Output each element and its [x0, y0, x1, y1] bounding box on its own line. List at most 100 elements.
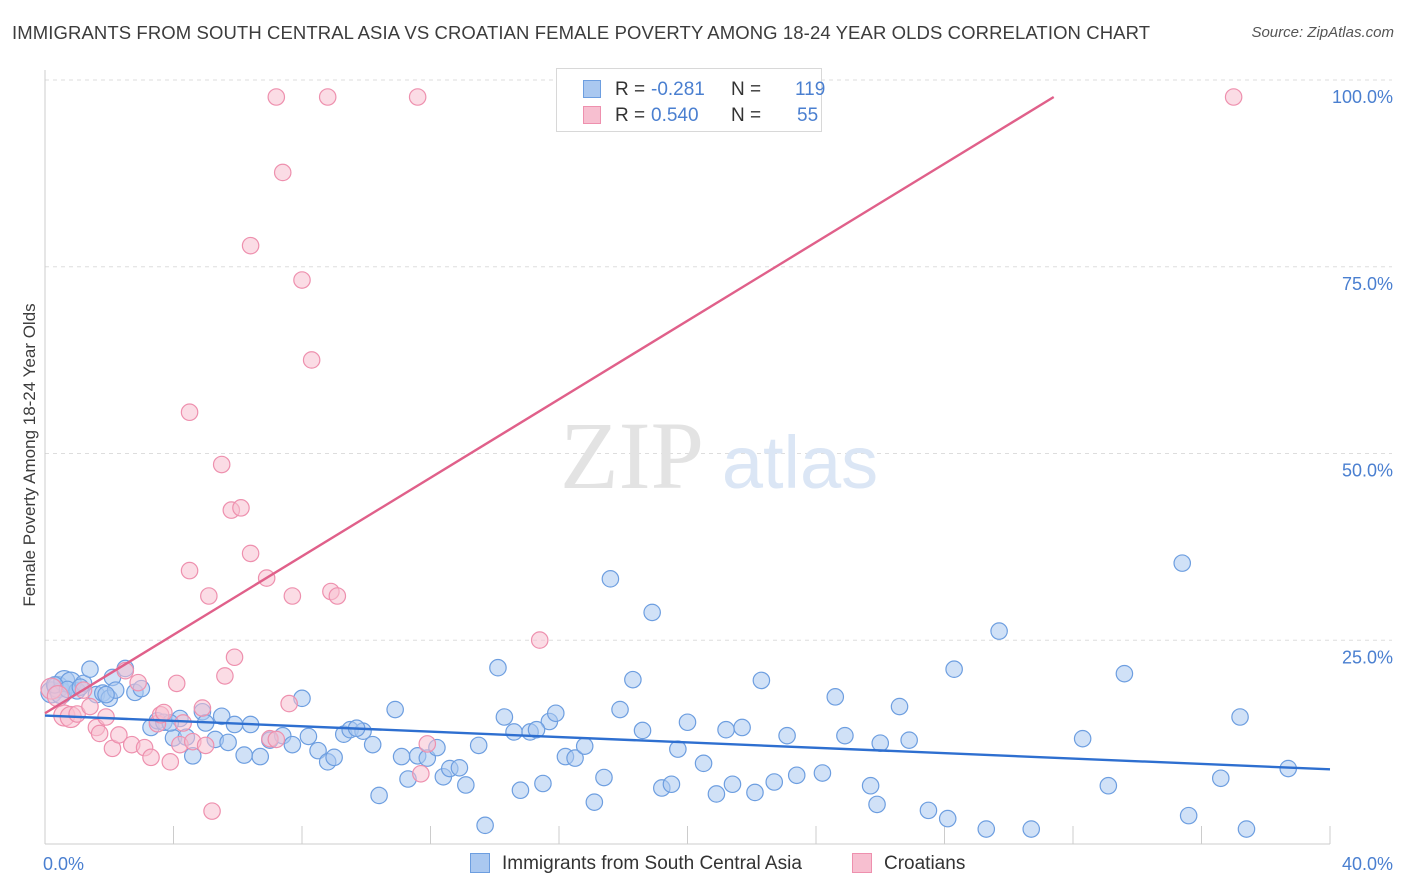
data-point [280, 694, 298, 713]
data-point [457, 776, 475, 794]
data-point [180, 561, 199, 580]
data-point [1073, 729, 1092, 748]
series-immigrants-points [40, 554, 1298, 838]
y-tick-label: 50.0% [1342, 461, 1393, 481]
data-point [505, 723, 523, 741]
bottom-legend-label: Immigrants from South Central Asia [502, 853, 802, 874]
data-point [318, 88, 337, 106]
data-point [241, 236, 260, 255]
data-point [990, 622, 1008, 640]
data-point [765, 773, 784, 791]
data-point [129, 673, 147, 692]
y-axis-label: Female Poverty Among 18-24 Year Olds [20, 303, 39, 606]
data-point [193, 699, 212, 717]
data-point [694, 754, 713, 773]
data-point [489, 658, 507, 677]
data-point [241, 544, 260, 563]
data-point [707, 785, 726, 803]
data-point [251, 747, 270, 766]
data-point [1231, 708, 1249, 726]
data-point [142, 748, 160, 767]
data-point [1115, 664, 1134, 683]
series-croatians-points [40, 88, 1243, 820]
trend-lines [44, 95, 1331, 771]
data-point [1237, 820, 1256, 838]
grid-lines [45, 79, 1392, 641]
data-point [733, 718, 751, 737]
watermark: ZIP atlas [560, 402, 878, 509]
data-point [945, 660, 963, 679]
data-point [328, 587, 347, 605]
data-point [900, 731, 918, 749]
legend-n-value: 55 [797, 105, 819, 126]
legend-r-label: R = [615, 79, 646, 100]
y-tick-label: 75.0% [1342, 274, 1393, 294]
legend-r-value: 0.540 [651, 105, 699, 126]
data-point [225, 648, 244, 667]
legend-swatch-pink [583, 106, 601, 124]
bottom-legend-swatch-pink [852, 853, 872, 873]
legend-n-label: N = [731, 79, 762, 100]
data-point [299, 727, 318, 746]
trend-line-croatians [44, 95, 1055, 715]
legend-swatch-blue [583, 80, 601, 98]
data-point [585, 793, 604, 811]
data-point [871, 734, 890, 752]
data-point [235, 746, 253, 764]
data-point [267, 730, 286, 749]
legend-r-label: R = [615, 105, 646, 126]
data-point [97, 685, 115, 704]
data-point [919, 801, 938, 820]
data-point [216, 667, 234, 685]
watermark-atlas: atlas [722, 421, 878, 504]
data-point [219, 733, 237, 752]
x-tick-label: 40.0% [1342, 854, 1393, 874]
watermark-zip: ZIP [560, 402, 704, 509]
correlation-legend: R = -0.281 N = 119 R = 0.540 N = 55 [556, 68, 825, 132]
data-point [1224, 88, 1243, 106]
data-point [167, 674, 186, 693]
data-point [212, 707, 231, 726]
data-point [778, 726, 796, 745]
data-point [566, 749, 584, 767]
data-point [836, 726, 854, 745]
data-point [469, 736, 488, 755]
data-point [633, 721, 652, 740]
data-point [717, 720, 735, 739]
data-point [678, 713, 697, 732]
data-point [601, 570, 620, 588]
data-point [363, 735, 382, 754]
bottom-legend-label: Croatians [884, 853, 966, 874]
data-point [546, 704, 565, 723]
data-point [412, 764, 430, 783]
data-point [161, 753, 180, 771]
data-point [212, 455, 231, 474]
data-point [155, 703, 173, 722]
data-point [309, 741, 327, 760]
data-point [90, 724, 109, 743]
chart-title: IMMIGRANTS FROM SOUTH CENTRAL ASIA VS CR… [12, 22, 1151, 43]
data-point [1211, 769, 1230, 788]
data-point [408, 88, 427, 106]
data-point [1173, 554, 1192, 572]
data-point [392, 747, 411, 766]
data-point [746, 783, 764, 802]
data-point [595, 768, 613, 787]
data-point [813, 764, 832, 782]
data-point [938, 809, 957, 828]
data-point [267, 88, 286, 106]
tick-labels: 25.0% 50.0% 75.0% 100.0% 0.0% 40.0% [43, 87, 1393, 874]
data-point [1022, 820, 1041, 838]
trend-line-immigrants [44, 714, 1331, 771]
y-tick-label: 100.0% [1332, 87, 1393, 107]
y-tick-label: 25.0% [1342, 647, 1393, 667]
data-point [273, 163, 292, 182]
data-point [203, 802, 221, 820]
x-tick-label: 0.0% [43, 854, 84, 874]
data-point [723, 775, 742, 794]
data-point [527, 720, 546, 739]
data-point [643, 603, 661, 622]
data-point [46, 684, 69, 708]
data-point [511, 781, 530, 800]
